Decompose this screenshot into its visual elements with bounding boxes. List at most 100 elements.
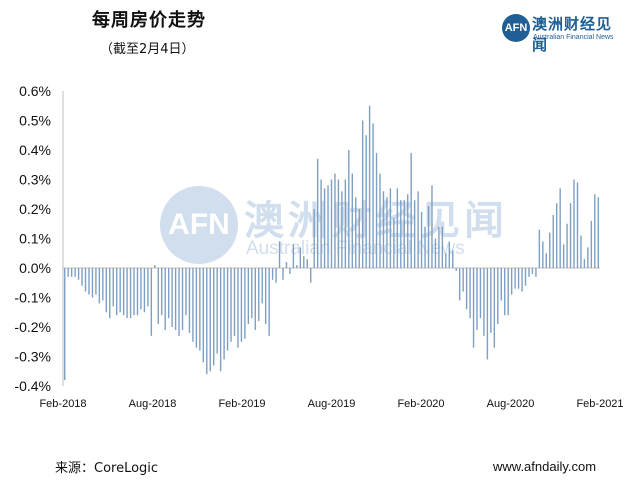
- bar: [105, 268, 108, 313]
- bar: [504, 268, 506, 316]
- bar: [528, 268, 530, 277]
- bar: [164, 268, 166, 330]
- x-tick-label: Feb-2018: [39, 398, 86, 410]
- bar: [327, 185, 329, 268]
- bar: [157, 268, 159, 325]
- bar: [545, 253, 547, 268]
- bar: [226, 268, 229, 351]
- bar: [583, 259, 586, 268]
- bar: [129, 268, 132, 319]
- y-tick-label: 0.2%: [19, 201, 51, 217]
- bar: [247, 268, 250, 325]
- afn-logo-icon: AFN: [502, 14, 530, 42]
- bar: [413, 200, 416, 268]
- bar: [576, 182, 579, 268]
- x-axis: Feb-2018 Aug-2018 Feb-2019 Aug-2019 Feb-2020…: [39, 267, 624, 410]
- bar: [448, 241, 450, 268]
- bar: [368, 105, 371, 268]
- bar: [299, 247, 302, 268]
- bar: [223, 268, 225, 360]
- x-tick-label: Feb-2020: [397, 398, 444, 410]
- bar: [524, 268, 527, 286]
- bar: [379, 173, 381, 268]
- logo-name-cn: 澳洲财经见闻: [532, 15, 613, 54]
- bar-series: [64, 105, 599, 381]
- website-link[interactable]: www.afndaily.com: [493, 459, 597, 474]
- bar: [233, 268, 236, 336]
- bar: [330, 179, 333, 268]
- bar: [171, 268, 173, 327]
- x-tick-label: Aug-2020: [487, 398, 535, 410]
- bar: [382, 191, 385, 268]
- bar: [133, 268, 135, 316]
- bar: [136, 268, 139, 316]
- chart-subtitle: （截至2月4日）: [100, 42, 195, 57]
- bar: [261, 268, 263, 304]
- y-axis: 0.6% 0.5% 0.4% 0.3% 0.2% 0.1% 0.0% -0.1% -0.2% -0…: [14, 83, 64, 394]
- bar: [337, 179, 340, 268]
- bar: [372, 123, 374, 268]
- bar: [542, 241, 544, 268]
- bar: [320, 179, 322, 268]
- bar: [278, 241, 281, 268]
- y-tick-label: -0.3%: [14, 349, 51, 365]
- bar: [230, 268, 232, 342]
- bar: [476, 268, 478, 330]
- bar: [64, 268, 66, 381]
- bar: [67, 268, 69, 277]
- bar: [271, 268, 274, 280]
- y-tick-label: 0.5%: [19, 113, 51, 129]
- bar: [531, 268, 534, 274]
- bar: [334, 173, 336, 268]
- bar: [161, 268, 163, 316]
- bar: [310, 268, 312, 283]
- bar: [199, 268, 201, 351]
- bar: [292, 244, 295, 268]
- bar: [365, 135, 367, 268]
- bar: [549, 232, 551, 268]
- bar: [361, 120, 364, 268]
- bar: [445, 253, 447, 268]
- bar: [95, 268, 97, 295]
- logo-name-en: Australian Financial News: [533, 34, 614, 41]
- bar: [410, 152, 412, 268]
- bar: [396, 188, 399, 268]
- y-tick-label: -0.4%: [14, 378, 51, 394]
- bar: [355, 197, 357, 268]
- y-tick-label: 0.0%: [19, 260, 51, 276]
- bar: [458, 268, 461, 301]
- bar: [465, 268, 468, 310]
- bar: [213, 268, 215, 366]
- bar: [195, 268, 198, 348]
- bar: [424, 226, 426, 268]
- bar: [594, 194, 596, 268]
- bar: [275, 268, 277, 283]
- bar: [521, 268, 523, 292]
- bar: [341, 191, 343, 268]
- y-tick-label: 0.4%: [19, 142, 51, 158]
- bar: [119, 268, 121, 313]
- bar: [507, 268, 509, 316]
- bar: [597, 197, 599, 268]
- bar: [573, 179, 575, 268]
- bar: [77, 268, 80, 280]
- bar: [240, 268, 243, 342]
- bar: [510, 268, 513, 295]
- bar: [441, 226, 444, 268]
- bar: [514, 268, 516, 289]
- bar: [386, 197, 388, 268]
- bar: [219, 268, 222, 372]
- bar: [313, 209, 315, 268]
- data-source: 来源：CoreLogic: [55, 461, 159, 476]
- bar: [206, 268, 208, 375]
- bar: [479, 268, 482, 319]
- bar: [431, 185, 433, 268]
- bar: [154, 265, 156, 268]
- y-tick-label: 0.1%: [19, 231, 51, 247]
- bar: [209, 268, 211, 372]
- bar: [264, 268, 267, 325]
- bar: [147, 268, 149, 307]
- bar: [188, 268, 191, 333]
- bar: [185, 268, 187, 316]
- bar: [84, 268, 87, 292]
